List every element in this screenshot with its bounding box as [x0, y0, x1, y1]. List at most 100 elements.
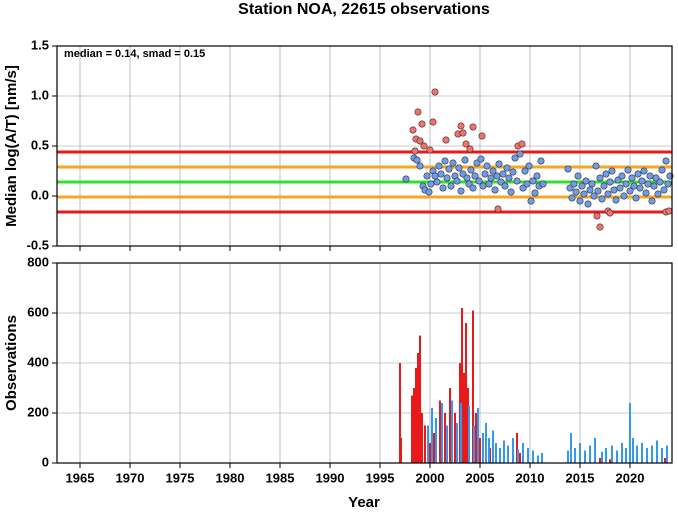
point	[499, 170, 507, 178]
bar	[625, 448, 627, 463]
point	[416, 137, 424, 145]
point	[572, 188, 580, 196]
point	[413, 156, 421, 164]
y-axis-label: Median log(A/T) [nm/s]	[3, 65, 20, 227]
bar	[664, 458, 666, 463]
bar	[532, 450, 534, 463]
point	[654, 190, 662, 198]
point	[594, 187, 602, 195]
point	[435, 162, 443, 170]
bar	[446, 425, 448, 463]
bar	[482, 433, 484, 463]
point	[420, 142, 428, 150]
bar	[492, 430, 494, 463]
bar	[570, 433, 572, 463]
point	[580, 190, 588, 198]
point	[478, 132, 486, 140]
point	[568, 194, 576, 202]
point	[606, 209, 614, 217]
bar	[636, 445, 638, 463]
point	[433, 178, 441, 186]
point	[630, 182, 638, 190]
bar	[599, 458, 601, 463]
y-tick-label: 600	[27, 304, 49, 319]
point	[442, 136, 450, 144]
point	[418, 120, 426, 128]
point	[608, 167, 616, 175]
bar	[646, 448, 648, 463]
bar	[666, 445, 668, 463]
point	[628, 174, 636, 182]
point	[582, 177, 590, 185]
point	[445, 165, 453, 173]
point	[529, 177, 537, 185]
x-tick-label: 1965	[66, 470, 95, 485]
point	[664, 180, 672, 188]
point	[467, 166, 475, 174]
bar	[499, 448, 501, 463]
point	[455, 164, 463, 172]
point	[463, 174, 471, 182]
point	[642, 189, 650, 197]
x-tick-label: 1985	[266, 470, 295, 485]
bar	[656, 440, 658, 463]
x-tick-label: 2010	[516, 470, 545, 485]
point	[461, 156, 469, 164]
x-axis-label: Year	[348, 494, 380, 511]
point	[489, 167, 497, 175]
point	[616, 184, 624, 192]
bar	[527, 448, 529, 463]
bar	[503, 440, 505, 463]
point	[646, 172, 654, 180]
bar	[567, 450, 569, 463]
bar	[632, 438, 634, 463]
x-tick-label: 2000	[416, 470, 445, 485]
bar	[477, 408, 479, 463]
point	[610, 186, 618, 194]
bar	[605, 448, 607, 463]
point	[656, 178, 664, 186]
bar	[488, 438, 490, 463]
point	[622, 180, 630, 188]
point	[414, 108, 422, 116]
bar	[616, 450, 618, 463]
bar	[439, 400, 441, 463]
point	[457, 122, 465, 130]
point	[578, 182, 586, 190]
point	[521, 167, 529, 175]
bar	[399, 363, 401, 463]
bar	[611, 445, 613, 463]
point	[475, 177, 483, 185]
bar	[537, 455, 539, 463]
bar	[641, 443, 643, 463]
bar	[517, 449, 519, 463]
point	[471, 172, 479, 180]
bar	[516, 433, 518, 463]
point	[638, 177, 646, 185]
bar	[400, 438, 402, 463]
point	[425, 188, 433, 196]
bar	[463, 373, 465, 463]
bar	[479, 438, 481, 463]
point	[662, 157, 670, 165]
point	[634, 170, 642, 178]
point	[462, 140, 470, 148]
bar	[475, 413, 477, 463]
bar	[661, 448, 663, 463]
point	[660, 186, 668, 194]
point	[437, 170, 445, 178]
bar	[449, 388, 451, 463]
y-tick-label: 0.5	[31, 137, 49, 152]
y-tick-label: 0.0	[31, 187, 49, 202]
point	[509, 168, 517, 176]
bar	[460, 403, 462, 463]
point	[590, 192, 598, 200]
point	[505, 174, 513, 182]
point	[650, 182, 658, 190]
y-tick-label: 1.5	[31, 37, 49, 52]
point	[612, 196, 620, 204]
bar	[451, 400, 453, 463]
bar	[435, 418, 437, 463]
point	[618, 172, 626, 180]
point	[427, 180, 435, 188]
